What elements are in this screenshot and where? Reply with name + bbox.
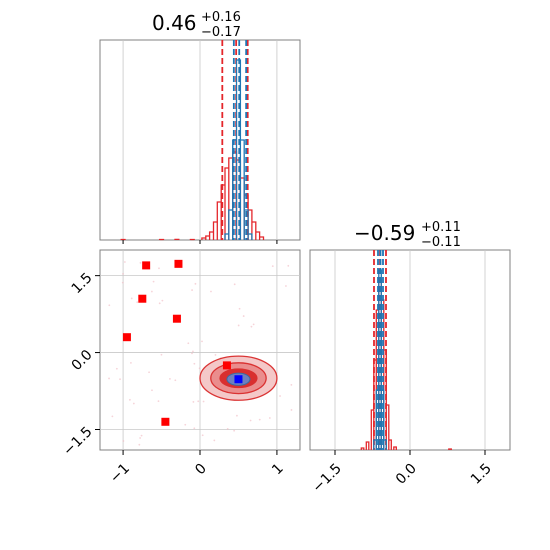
faint-sample-point <box>213 439 216 442</box>
faint-sample-point <box>290 383 293 386</box>
faint-sample-point <box>151 389 153 392</box>
bottom-left-xtick-label: 0 <box>192 461 210 479</box>
red-square-marker <box>161 417 170 426</box>
faint-sample-point <box>108 304 111 307</box>
faint-sample-point <box>160 353 163 356</box>
faint-sample-point <box>236 414 238 417</box>
faint-sample-point <box>152 280 155 283</box>
top-left-hist-series-0 <box>120 151 265 241</box>
faint-sample-point <box>191 352 193 355</box>
tick-layer: −1 0 1 1.5 0.0 −1.5 −1.5 0.0 1.5 <box>60 240 495 496</box>
top-left-title-median: 0.46 <box>152 11 197 35</box>
red-square-marker <box>222 361 231 370</box>
bottom-right-title-minus: −0.11 <box>421 235 461 250</box>
bottom-left-ytick-label: 0.0 <box>69 347 96 374</box>
faint-sample-point <box>139 437 142 439</box>
bottom-right-xtick-label: −1.5 <box>310 461 345 496</box>
faint-sample-point <box>287 264 290 267</box>
faint-sample-point <box>191 289 193 291</box>
faint-sample-point <box>252 323 255 326</box>
faint-sample-point <box>214 354 217 356</box>
blue-square-marker <box>234 375 243 384</box>
faint-sample-point <box>187 342 190 345</box>
faint-sample-point <box>158 302 161 305</box>
red-square-marker <box>122 333 131 342</box>
faint-sample-point <box>210 290 212 293</box>
faint-sample-point <box>258 418 261 421</box>
faint-sample-point <box>138 443 141 446</box>
faint-sample-point <box>157 400 160 403</box>
faint-sample-point <box>201 340 203 343</box>
bottom-right-xtick-label: 1.5 <box>468 461 495 488</box>
faint-sample-point <box>250 325 253 328</box>
faint-sample-point <box>192 401 195 403</box>
faint-sample-point <box>194 282 197 285</box>
faint-sample-point <box>128 398 131 401</box>
faint-sample-point <box>136 301 139 304</box>
faint-sample-point <box>121 281 124 284</box>
faint-sample-point <box>169 377 171 380</box>
top-left-title-plus: +0.16 <box>201 10 241 25</box>
red-square-marker <box>142 261 151 270</box>
faint-sample-point <box>130 297 133 300</box>
faint-sample-point <box>242 315 245 317</box>
bottom-left-xtick-label: −1 <box>107 461 133 487</box>
faint-sample-point <box>115 367 118 370</box>
red-square-marker <box>174 259 183 268</box>
faint-sample-point <box>285 285 287 287</box>
faint-sample-point <box>161 299 164 302</box>
faint-sample-point <box>233 429 236 432</box>
bottom-left-xtick-label: 1 <box>269 461 287 479</box>
faint-sample-point <box>279 395 281 397</box>
bottom-right-xtick-label: 0.0 <box>393 461 420 488</box>
faint-sample-point <box>174 379 177 382</box>
bottom-left-ytick-label: 1.5 <box>69 270 96 297</box>
faint-sample-point <box>123 261 126 263</box>
faint-sample-point <box>148 371 150 374</box>
bottom-left-ytick-label: −1.5 <box>60 424 95 459</box>
top-left-title-minus: −0.17 <box>201 25 241 40</box>
faint-sample-point <box>130 361 132 364</box>
faint-sample-point <box>193 362 196 365</box>
faint-sample-point <box>119 378 121 381</box>
faint-sample-point <box>268 417 271 419</box>
bottom-right-title-median: −0.59 <box>354 221 415 245</box>
faint-sample-point <box>271 265 274 267</box>
faint-sample-point <box>193 427 196 430</box>
faint-sample-point <box>233 283 236 286</box>
faint-sample-point <box>249 419 252 422</box>
faint-sample-point <box>150 290 153 293</box>
bottom-right-title-plus: +0.11 <box>421 220 461 235</box>
faint-sample-point <box>140 434 143 437</box>
faint-sample-point <box>197 400 200 403</box>
histogram-layer <box>120 40 452 450</box>
faint-sample-point <box>198 367 201 370</box>
faint-sample-point <box>192 350 194 353</box>
faint-sample-point <box>202 400 205 403</box>
faint-sample-point <box>122 272 124 275</box>
scatter-layer <box>108 259 293 446</box>
faint-sample-point <box>226 428 229 430</box>
faint-sample-point <box>290 409 293 411</box>
faint-sample-point <box>139 262 142 264</box>
faint-sample-point <box>111 415 114 418</box>
faint-sample-point <box>201 434 204 437</box>
red-square-marker <box>138 294 147 303</box>
faint-sample-point <box>237 324 240 327</box>
red-square-marker <box>172 314 181 323</box>
faint-sample-point <box>108 377 110 380</box>
faint-sample-point <box>122 440 125 442</box>
faint-sample-point <box>132 402 135 405</box>
faint-sample-point <box>184 423 187 426</box>
faint-sample-point <box>158 267 160 270</box>
faint-sample-point <box>238 307 241 310</box>
